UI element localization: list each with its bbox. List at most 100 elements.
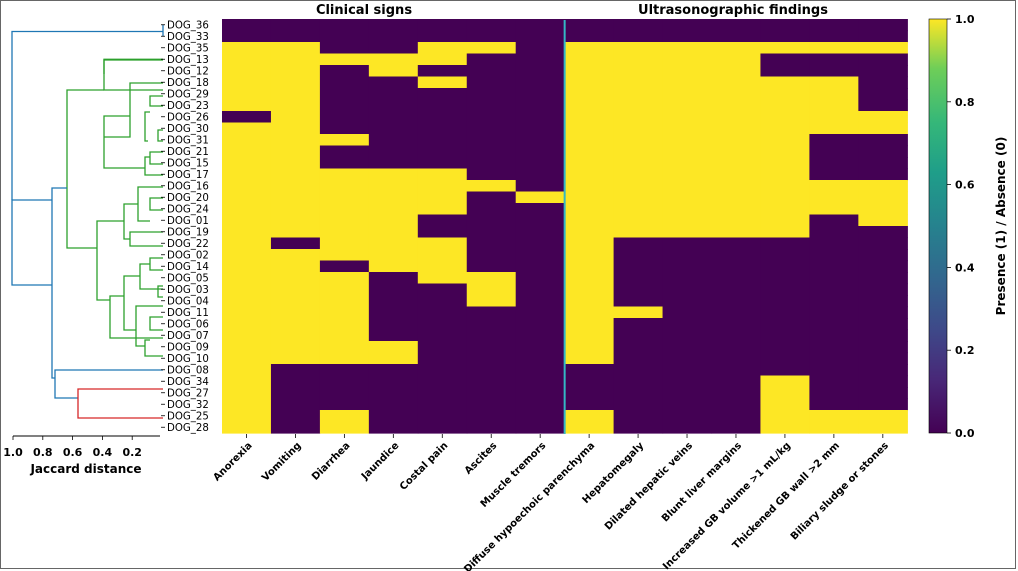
- heatmap-cell: [270, 272, 321, 285]
- heatmap-cell: [613, 410, 664, 423]
- heatmap-cell: [760, 157, 810, 170]
- heatmap-cell: [613, 272, 664, 285]
- dendrogram-link: [149, 257, 163, 271]
- heatmap-cell: [662, 226, 713, 239]
- heatmap-cell: [222, 157, 272, 170]
- heatmap-cell: [662, 111, 713, 124]
- heatmap-cell: [809, 88, 859, 101]
- heatmap-cell: [368, 283, 419, 296]
- heatmap-cell: [809, 168, 859, 181]
- heatmap-cell: [270, 364, 321, 377]
- heatmap-cell: [222, 272, 272, 285]
- colorbar: [928, 18, 948, 434]
- heatmap-cell: [270, 203, 321, 216]
- heatmap-cell: [809, 283, 859, 296]
- heatmap-cell: [515, 134, 566, 147]
- dendrogram-link: [11, 199, 52, 286]
- heatmap-cell: [417, 203, 468, 216]
- dendrogram-link: [123, 203, 138, 240]
- heatmap-cell: [564, 387, 615, 400]
- heatmap-cell: [809, 398, 859, 411]
- heatmap-cell: [319, 341, 370, 354]
- heatmap-cell: [319, 145, 370, 158]
- heatmap-cell: [809, 410, 859, 423]
- heatmap-cell: [711, 295, 762, 308]
- heatmap-cell: [809, 421, 859, 434]
- heatmap-cell: [417, 387, 468, 400]
- heatmap-cell: [222, 203, 272, 216]
- heatmap-cell: [270, 168, 321, 181]
- heatmap-cell: [613, 341, 664, 354]
- heatmap-cell: [466, 157, 517, 170]
- row-label: DOG_13: [167, 55, 209, 66]
- heatmap-cell: [711, 329, 762, 342]
- heatmap-cell: [270, 76, 321, 89]
- heatmap-cell: [662, 329, 713, 342]
- heatmap-cell: [515, 122, 566, 135]
- heatmap-cell: [613, 226, 664, 239]
- heatmap-cell: [222, 42, 272, 55]
- heatmap-cell: [711, 410, 762, 423]
- dendrogram-link: [104, 82, 163, 138]
- heatmap-cell: [368, 226, 419, 239]
- heatmap-cell: [564, 283, 615, 296]
- heatmap-cell: [564, 76, 615, 89]
- dendrogram-link: [54, 369, 163, 399]
- heatmap-cell: [613, 329, 664, 342]
- heatmap-cell: [222, 76, 272, 89]
- heatmap-cell: [222, 214, 272, 227]
- row-label: DOG_28: [167, 423, 209, 434]
- row-label: DOG_06: [167, 319, 209, 330]
- heatmap-cell: [319, 180, 370, 193]
- heatmap-cell: [466, 88, 517, 101]
- heatmap-cell: [270, 329, 321, 342]
- heatmap-cell: [515, 214, 566, 227]
- dendrogram-link: [77, 388, 163, 419]
- heatmap-cell: [760, 341, 810, 354]
- heatmap-cell: [613, 295, 664, 308]
- heatmap-cell: [564, 421, 615, 434]
- heatmap-cell: [515, 364, 566, 377]
- heatmap-cell: [858, 318, 908, 331]
- heatmap-cell: [515, 387, 566, 400]
- heatmap-cell: [222, 111, 272, 124]
- heatmap-cell: [515, 42, 566, 55]
- heatmap-cell: [858, 226, 908, 239]
- heatmap-cell: [368, 122, 419, 135]
- heatmap-cell: [662, 283, 713, 296]
- heatmap-cell: [662, 260, 713, 273]
- heatmap-cell: [270, 191, 321, 204]
- heatmap-cell: [368, 387, 419, 400]
- heatmap-cell: [809, 214, 859, 227]
- heatmap-cell: [466, 30, 517, 43]
- heatmap-cell: [760, 180, 810, 193]
- row-label: DOG_22: [167, 239, 209, 250]
- heatmap-cell: [662, 53, 713, 66]
- heatmap-cell: [270, 19, 321, 32]
- heatmap-cell: [858, 214, 908, 227]
- heatmap-cell: [564, 122, 615, 135]
- heatmap-cell: [858, 387, 908, 400]
- row-label: DOG_09: [167, 342, 209, 353]
- heatmap-cell: [809, 99, 859, 112]
- heatmap-cell: [368, 168, 419, 181]
- heatmap-cell: [515, 99, 566, 112]
- heatmap-cell: [564, 410, 615, 423]
- heatmap-cell: [760, 42, 810, 55]
- heatmap-cell: [809, 203, 859, 216]
- heatmap-cell: [711, 42, 762, 55]
- heatmap-cell: [222, 341, 272, 354]
- heatmap-cell: [515, 352, 566, 365]
- heatmap-cell: [613, 260, 664, 273]
- heatmap-cell: [319, 122, 370, 135]
- heatmap-cell: [711, 191, 762, 204]
- heatmap-cell: [222, 249, 272, 262]
- heatmap-cell: [515, 375, 566, 388]
- heatmap-cell: [319, 191, 370, 204]
- heatmap-cell: [466, 249, 517, 262]
- heatmap-cell: [858, 249, 908, 262]
- heatmap-cell: [417, 283, 468, 296]
- heatmap-cell: [564, 214, 615, 227]
- heatmap-cell: [858, 203, 908, 216]
